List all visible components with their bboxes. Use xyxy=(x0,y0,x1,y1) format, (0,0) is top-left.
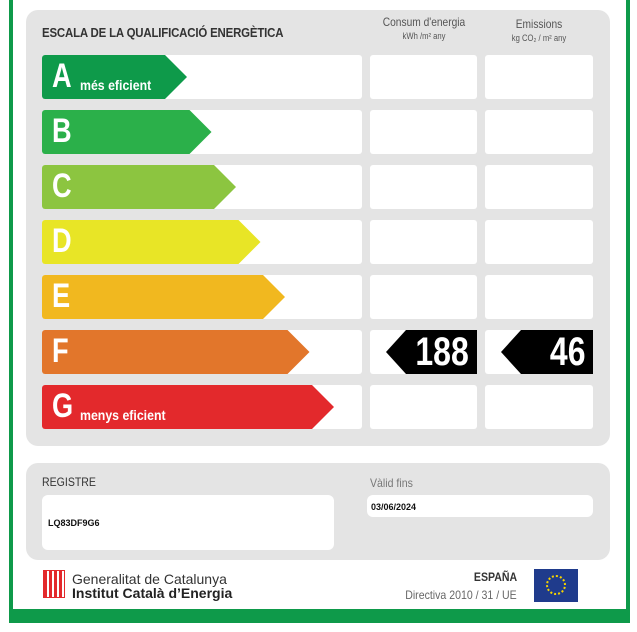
consumption-cell xyxy=(370,385,477,429)
valid-until-value: 03/06/2024 xyxy=(367,495,593,517)
scale-title: ESCALA DE LA QUALIFICACIÓ ENERGÈTICA xyxy=(42,25,284,40)
rating-bar-g: G menys eficient xyxy=(42,385,334,429)
emissions-cell xyxy=(485,55,593,99)
consumption-unit: kWh /m² any xyxy=(402,31,446,41)
registry-label: REGISTRE xyxy=(42,475,96,489)
emissions-unit: kg CO₂ / m² any xyxy=(511,33,567,43)
rating-bar-c: C xyxy=(42,165,236,209)
consumption-title: Consum d'energia xyxy=(382,15,466,29)
consumption-header: Consum d'energia kWh /m² any xyxy=(378,15,470,43)
emissions-cell xyxy=(485,275,593,319)
rating-letter: B xyxy=(52,112,72,150)
consumption-cell xyxy=(370,275,477,319)
consumption-cell xyxy=(370,165,477,209)
country: ESPAÑA xyxy=(473,570,517,584)
rating-bar-f: F xyxy=(42,330,310,374)
valid-until-label: Vàlid fins xyxy=(370,476,413,490)
emissions-cell xyxy=(485,220,593,264)
generalitat-logo xyxy=(43,570,65,598)
rating-bar-a: A més eficient xyxy=(42,55,187,99)
rating-bar-d: D xyxy=(42,220,261,264)
consumption-cell xyxy=(370,110,477,154)
directive: Directiva 2010 / 31 / UE xyxy=(405,588,517,602)
consumption-indicator: 188 xyxy=(386,330,477,374)
registry-value: LQ83DF9G6 xyxy=(42,495,334,550)
rating-letter: G xyxy=(52,387,74,425)
rating-bar-b: B xyxy=(42,110,212,154)
eu-flag-icon xyxy=(534,569,578,602)
rating-subtitle: menys eficient xyxy=(80,407,166,423)
rating-letter: E xyxy=(52,277,71,315)
emissions-value: 46 xyxy=(549,330,585,374)
rating-letter: D xyxy=(52,222,72,260)
org-name-2: Institut Català d’Energia xyxy=(72,585,233,601)
consumption-cell xyxy=(370,55,477,99)
emissions-cell xyxy=(485,110,593,154)
consumption-cell xyxy=(370,220,477,264)
rating-letter: A xyxy=(52,57,72,95)
rating-bar-e: E xyxy=(42,275,285,319)
emissions-cell xyxy=(485,165,593,209)
emissions-indicator: 46 xyxy=(501,330,593,374)
emissions-header: Emissions kg CO₂ / m² any xyxy=(493,17,585,45)
consumption-value: 188 xyxy=(415,330,469,374)
rating-letter: C xyxy=(52,167,72,205)
rating-subtitle: més eficient xyxy=(80,77,152,93)
rating-letter: F xyxy=(52,332,69,370)
label-frame xyxy=(9,0,630,623)
org-name-1: Generalitat de Catalunya xyxy=(72,571,227,587)
emissions-title: Emissions xyxy=(515,17,563,31)
emissions-cell xyxy=(485,385,593,429)
